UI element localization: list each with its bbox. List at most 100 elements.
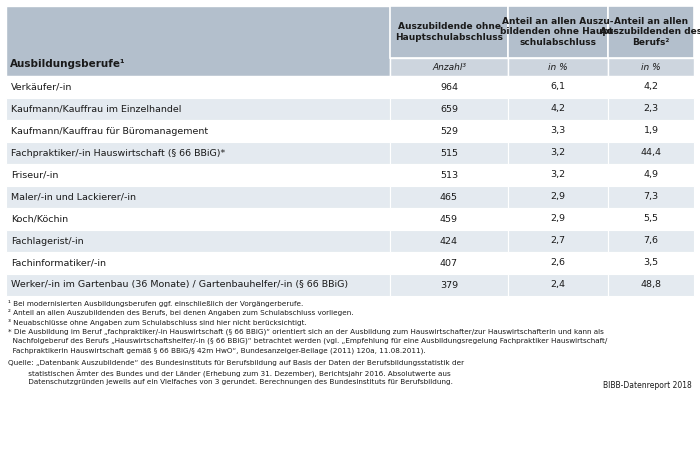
Text: 2,7: 2,7 bbox=[550, 237, 566, 246]
Bar bbox=[508, 186, 608, 208]
Text: 529: 529 bbox=[440, 127, 458, 136]
Bar bbox=[6, 208, 390, 230]
Text: Fachpraktiker/-in Hauswirtschaft (§ 66 BBiG)*: Fachpraktiker/-in Hauswirtschaft (§ 66 B… bbox=[11, 149, 225, 158]
Bar bbox=[608, 208, 694, 230]
Bar bbox=[6, 252, 390, 274]
Text: 2,9: 2,9 bbox=[550, 215, 566, 224]
Bar bbox=[508, 58, 608, 76]
Text: 48,8: 48,8 bbox=[640, 281, 661, 290]
Text: Maler/-in und Lackierer/-in: Maler/-in und Lackierer/-in bbox=[11, 193, 136, 202]
Text: 4,2: 4,2 bbox=[550, 105, 566, 114]
Text: ³ Neuabschlüsse ohne Angaben zum Schulabschluss sind hier nicht berücksichtigt.: ³ Neuabschlüsse ohne Angaben zum Schulab… bbox=[8, 319, 307, 326]
Bar bbox=[6, 164, 390, 186]
Bar bbox=[390, 76, 508, 98]
Text: Fachinformatiker/-in: Fachinformatiker/-in bbox=[11, 259, 106, 268]
Bar bbox=[608, 120, 694, 142]
Text: 6,1: 6,1 bbox=[550, 83, 566, 92]
Bar bbox=[390, 58, 508, 76]
Text: Nachfolgeberuf des Berufs „Hauswirtschaftshelfer/-in (§ 66 BBiG)“ betrachtet wer: Nachfolgeberuf des Berufs „Hauswirtschaf… bbox=[8, 338, 608, 344]
Text: 2,4: 2,4 bbox=[550, 281, 566, 290]
Text: 3,2: 3,2 bbox=[550, 171, 566, 180]
Bar bbox=[508, 98, 608, 120]
Text: 424: 424 bbox=[440, 237, 458, 246]
Bar bbox=[390, 186, 508, 208]
Text: Kaufmann/Kauffrau für Büromanagement: Kaufmann/Kauffrau für Büromanagement bbox=[11, 127, 208, 136]
Text: ¹ Bei modernisierten Ausbildungsberufen ggf. einschließlich der Vorgängerberufe.: ¹ Bei modernisierten Ausbildungsberufen … bbox=[8, 300, 303, 307]
Text: 3,3: 3,3 bbox=[550, 127, 566, 136]
Bar bbox=[608, 76, 694, 98]
Text: in %: in % bbox=[548, 62, 568, 71]
Text: * Die Ausbildung im Beruf „fachpraktiker/-in Hauswirtschaft (§ 66 BBiG)“ orienti: * Die Ausbildung im Beruf „fachpraktiker… bbox=[8, 329, 604, 335]
Text: 3,2: 3,2 bbox=[550, 149, 566, 158]
Bar bbox=[608, 274, 694, 296]
Bar bbox=[390, 230, 508, 252]
Text: 7,6: 7,6 bbox=[643, 237, 659, 246]
Bar bbox=[508, 142, 608, 164]
Bar bbox=[390, 164, 508, 186]
Text: statistischen Ämter des Bundes und der Länder (Erhebung zum 31. Dezember), Beric: statistischen Ämter des Bundes und der L… bbox=[8, 370, 451, 378]
Text: 44,4: 44,4 bbox=[640, 149, 661, 158]
Bar bbox=[390, 6, 508, 58]
Bar bbox=[608, 186, 694, 208]
Text: 407: 407 bbox=[440, 259, 458, 268]
Text: 459: 459 bbox=[440, 215, 458, 224]
Text: Friseur/-in: Friseur/-in bbox=[11, 171, 58, 180]
Bar bbox=[390, 98, 508, 120]
Text: Anzahl³: Anzahl³ bbox=[432, 62, 466, 71]
Text: 513: 513 bbox=[440, 171, 458, 180]
Bar bbox=[6, 76, 390, 98]
Bar bbox=[608, 164, 694, 186]
Text: BIBB-Datenreport 2018: BIBB-Datenreport 2018 bbox=[603, 381, 692, 390]
Text: 2,3: 2,3 bbox=[643, 105, 659, 114]
Text: Quelle: „Datenbank Auszubildende“ des Bundesinstituts für Berufsbildung auf Basi: Quelle: „Datenbank Auszubildende“ des Bu… bbox=[8, 360, 464, 366]
Text: ² Anteil an allen Auszubildenden des Berufs, bei denen Angaben zum Schulabschlus: ² Anteil an allen Auszubildenden des Ber… bbox=[8, 309, 354, 317]
Bar bbox=[508, 252, 608, 274]
Text: Kaufmann/Kauffrau im Einzelhandel: Kaufmann/Kauffrau im Einzelhandel bbox=[11, 105, 181, 114]
Bar bbox=[6, 186, 390, 208]
Bar bbox=[608, 252, 694, 274]
Bar bbox=[608, 230, 694, 252]
Text: 515: 515 bbox=[440, 149, 458, 158]
Bar bbox=[508, 230, 608, 252]
Bar bbox=[390, 274, 508, 296]
Text: Koch/Köchin: Koch/Köchin bbox=[11, 215, 68, 224]
Text: 465: 465 bbox=[440, 193, 458, 202]
Bar bbox=[508, 76, 608, 98]
Text: in %: in % bbox=[641, 62, 661, 71]
Bar bbox=[508, 6, 608, 58]
Bar bbox=[6, 142, 390, 164]
Bar bbox=[390, 252, 508, 274]
Text: Anteil an allen
Auszubildenden des
Berufs²: Anteil an allen Auszubildenden des Beruf… bbox=[600, 17, 700, 47]
Text: Auszubildende ohne
Hauptschulabschluss: Auszubildende ohne Hauptschulabschluss bbox=[395, 22, 503, 42]
Text: Ausbildungsberufe¹: Ausbildungsberufe¹ bbox=[10, 59, 125, 69]
Text: 5,5: 5,5 bbox=[643, 215, 659, 224]
Bar bbox=[608, 142, 694, 164]
Bar bbox=[390, 142, 508, 164]
Text: 964: 964 bbox=[440, 83, 458, 92]
Bar bbox=[6, 6, 390, 76]
Text: Anteil an allen Auszu-
bildenden ohne Haupt-
schulabschluss: Anteil an allen Auszu- bildenden ohne Ha… bbox=[500, 17, 617, 47]
Bar bbox=[608, 58, 694, 76]
Text: 1,9: 1,9 bbox=[643, 127, 659, 136]
Text: Werker/-in im Gartenbau (36 Monate) / Gartenbauhelfer/-in (§ 66 BBiG): Werker/-in im Gartenbau (36 Monate) / Ga… bbox=[11, 281, 348, 290]
Bar bbox=[508, 274, 608, 296]
Text: 3,5: 3,5 bbox=[643, 259, 659, 268]
Bar bbox=[6, 274, 390, 296]
Text: 4,2: 4,2 bbox=[643, 83, 659, 92]
Text: Fachlagerist/-in: Fachlagerist/-in bbox=[11, 237, 83, 246]
Bar bbox=[6, 120, 390, 142]
Text: 379: 379 bbox=[440, 281, 458, 290]
Text: 4,9: 4,9 bbox=[643, 171, 659, 180]
Text: 2,6: 2,6 bbox=[550, 259, 566, 268]
Bar bbox=[6, 230, 390, 252]
Bar bbox=[508, 164, 608, 186]
Bar bbox=[390, 120, 508, 142]
Text: 659: 659 bbox=[440, 105, 458, 114]
Bar bbox=[508, 208, 608, 230]
Bar bbox=[390, 208, 508, 230]
Bar bbox=[608, 98, 694, 120]
Text: Fachpraktikerin Hauswirtschaft gemäß § 66 BBiG/§ 42m HwO“, Bundesanzeiger-Beilag: Fachpraktikerin Hauswirtschaft gemäß § 6… bbox=[8, 348, 426, 354]
Text: Datenschutzgründen jeweils auf ein Vielfaches von 3 gerundet. Berechnungen des B: Datenschutzgründen jeweils auf ein Vielf… bbox=[8, 379, 453, 385]
Bar bbox=[6, 98, 390, 120]
Bar bbox=[508, 120, 608, 142]
